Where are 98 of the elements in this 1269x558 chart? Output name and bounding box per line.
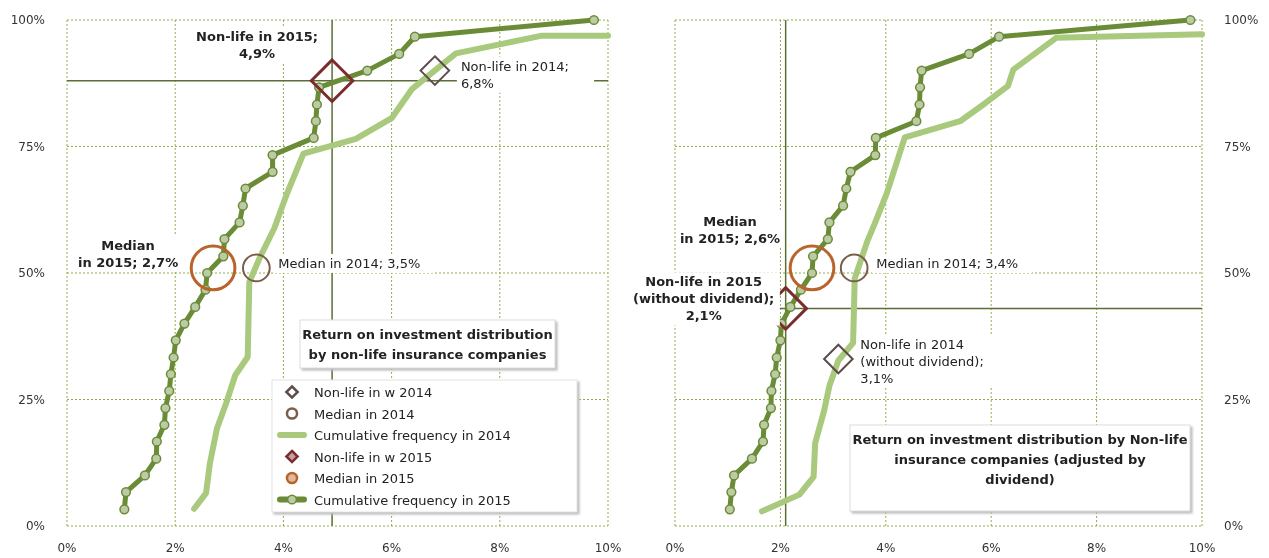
x-tick-label: 4%: [273, 541, 293, 555]
point: [190, 301, 201, 313]
point: [119, 504, 130, 515]
point: [165, 369, 176, 380]
point: [823, 343, 854, 375]
point: [310, 116, 321, 127]
point: [409, 31, 420, 42]
x-tick-label: 0%: [57, 541, 77, 555]
point: [837, 200, 849, 211]
point: [234, 217, 245, 228]
point: [726, 486, 737, 498]
point: [168, 352, 179, 363]
x-tick-label: 6%: [382, 541, 402, 555]
point: [160, 402, 171, 414]
point: [993, 31, 1005, 42]
x-tick-label: 6%: [981, 541, 1001, 555]
point: [170, 335, 181, 346]
point: [164, 385, 175, 397]
annotation: Non-life in 2014 (without dividend); 3,1%: [860, 337, 984, 387]
point: [770, 369, 781, 380]
point: [771, 352, 782, 363]
legend-label: Cumulative frequency in 2015: [314, 492, 511, 508]
y-tick-label: 75%: [1224, 139, 1251, 154]
y-tick-label: 0%: [25, 519, 45, 533]
point: [914, 99, 925, 110]
point: [824, 217, 835, 228]
legend-label: Non-life in w 2014: [314, 385, 433, 400]
point: [766, 385, 777, 397]
point: [916, 65, 927, 76]
point: [839, 253, 869, 283]
point: [775, 335, 786, 346]
point: [311, 99, 323, 110]
x-tick-label: 2%: [165, 541, 185, 555]
point: [242, 253, 271, 283]
point: [870, 132, 881, 144]
legend-label: Median in 2014: [314, 406, 415, 422]
point: [151, 436, 162, 447]
annotation: Median in 2015; 2,7%: [77, 237, 179, 270]
point: [588, 14, 600, 26]
y-tick-label: 100%: [10, 13, 45, 27]
point: [120, 486, 132, 498]
point: [267, 166, 278, 177]
y-tick-label: 50%: [1224, 266, 1251, 280]
y-tick-label: 100%: [1224, 13, 1259, 27]
y-tick-label: 75%: [18, 139, 45, 154]
point: [419, 55, 451, 86]
point: [822, 233, 833, 245]
point: [308, 132, 319, 144]
x-tick-label: 10%: [1188, 541, 1216, 555]
annotation: Median in 2015; 2,6%: [679, 213, 781, 246]
point: [845, 166, 856, 177]
point: [807, 251, 819, 262]
point: [267, 149, 278, 161]
point: [179, 318, 190, 329]
x-tick-label: 4%: [876, 541, 896, 555]
point: [914, 82, 926, 93]
point: [219, 233, 230, 245]
point: [309, 58, 355, 103]
point: [151, 453, 162, 464]
text: Return on investment distribution by non-life insurance companies: [302, 327, 553, 362]
point: [189, 244, 237, 292]
point: [218, 251, 229, 262]
point: [240, 183, 251, 194]
point: [139, 470, 151, 481]
annotation: Non-life in 2015; 4,9%: [196, 28, 319, 61]
annotation: Median in 2014; 3,5%: [278, 255, 421, 271]
y-tick-label: 25%: [18, 392, 45, 407]
annotation: Non-life in 2014; 6,8%: [460, 58, 569, 91]
point: [757, 436, 769, 447]
point: [362, 65, 373, 76]
y-tick-label: 25%: [1224, 392, 1251, 407]
point: [1185, 14, 1196, 26]
point: [728, 470, 740, 481]
x-tick-label: 0%: [665, 541, 685, 555]
point: [758, 419, 770, 430]
point: [394, 48, 405, 60]
x-tick-label: 10%: [594, 541, 622, 555]
point: [159, 419, 170, 430]
x-tick-label: 8%: [490, 541, 510, 555]
annotation: Non-life in 2015 (without dividend); 2,1%: [633, 274, 775, 324]
legend-label: Median in 2015: [314, 471, 415, 486]
annotation: Median in 2014; 3,4%: [876, 255, 1019, 271]
text: Return on investment distribution by Non-life insurance companies (adjusted by dividend): [852, 432, 1188, 487]
point: [841, 183, 852, 194]
y-tick-label: 50%: [18, 266, 45, 280]
point: [724, 504, 735, 515]
point: [237, 200, 248, 211]
point: [963, 48, 975, 60]
y-tick-label: 0%: [1224, 519, 1244, 533]
point: [765, 402, 777, 414]
x-tick-label: 2%: [770, 541, 790, 555]
point: [788, 244, 836, 292]
point: [870, 149, 881, 161]
x-tick-label: 8%: [1087, 541, 1107, 555]
point: [911, 116, 922, 127]
point: [746, 453, 758, 464]
legend-label: Non-life in w 2015: [314, 449, 433, 465]
legend-label: Cumulative frequency in 2014: [314, 428, 511, 443]
